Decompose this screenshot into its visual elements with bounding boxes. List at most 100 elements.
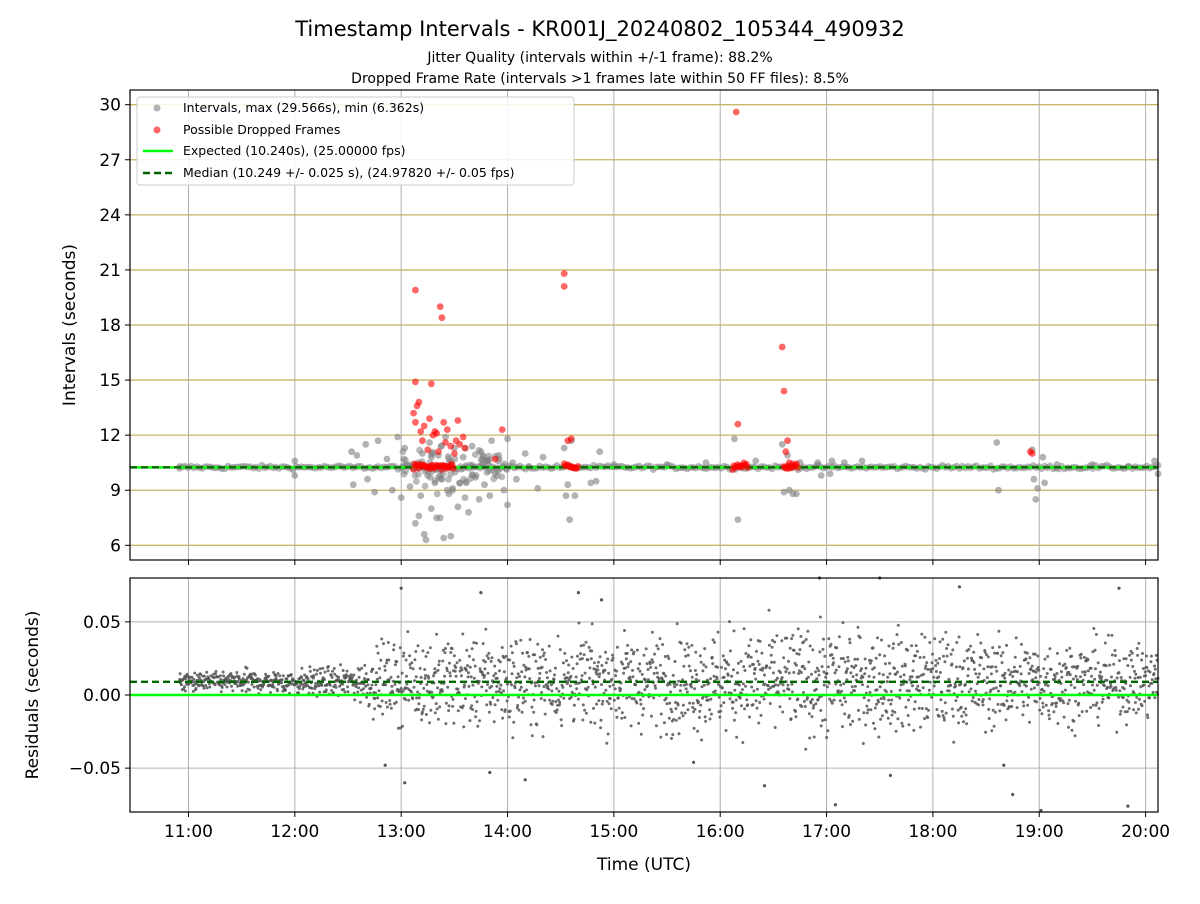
residual-point xyxy=(984,730,988,734)
residual-point xyxy=(889,690,893,693)
residual-point xyxy=(502,670,506,674)
residual-point xyxy=(461,632,465,636)
residual-point xyxy=(1060,690,1064,694)
residual-point xyxy=(1105,678,1109,682)
residual-point xyxy=(931,652,934,656)
dropped-frame-point xyxy=(778,343,786,351)
residual-point xyxy=(906,714,910,717)
residual-point xyxy=(685,642,689,646)
residual-point xyxy=(330,689,334,692)
residual-point xyxy=(861,675,865,679)
dropped-frame-point xyxy=(443,426,451,433)
residual-point xyxy=(278,674,282,678)
residual-point xyxy=(806,629,810,633)
residual-point xyxy=(632,650,636,654)
residual-point xyxy=(552,677,556,681)
residual-point xyxy=(1076,664,1080,668)
residual-point xyxy=(648,662,652,666)
residual-point xyxy=(235,671,239,674)
residual-point xyxy=(424,713,428,716)
residual-point xyxy=(207,677,211,680)
residual-point xyxy=(741,682,745,686)
residual-point xyxy=(895,633,899,637)
residual-point xyxy=(962,720,965,724)
residual-point xyxy=(944,630,948,634)
residual-point xyxy=(986,665,990,669)
residual-point xyxy=(943,660,947,664)
residual-point xyxy=(697,716,701,719)
interval-point xyxy=(427,505,435,512)
residual-point xyxy=(1097,724,1101,727)
residual-point xyxy=(598,672,602,676)
residual-point xyxy=(797,672,801,675)
interval-point xyxy=(1032,496,1040,503)
residual-point xyxy=(907,689,911,693)
residual-point xyxy=(1032,686,1036,690)
residual-point xyxy=(401,654,405,658)
residual-point xyxy=(868,690,872,694)
residual-point xyxy=(767,687,770,691)
residual-point xyxy=(1053,677,1057,681)
dropped-frame-point xyxy=(442,439,449,446)
residual-point xyxy=(808,644,812,648)
dropped-frame-point xyxy=(784,437,791,445)
residual-point xyxy=(360,666,364,670)
residual-point xyxy=(460,668,464,672)
residual-point xyxy=(716,682,720,686)
residual-point xyxy=(1128,653,1132,657)
residual-point xyxy=(995,669,999,673)
residual-point xyxy=(928,680,932,684)
residual-point xyxy=(589,657,593,661)
residual-point xyxy=(433,711,437,715)
residual-point xyxy=(436,668,440,672)
residual-point xyxy=(716,630,720,634)
residual-point xyxy=(665,702,669,706)
residual-point xyxy=(219,677,223,681)
residual-point xyxy=(742,627,746,631)
residual-point xyxy=(380,699,384,703)
residual-point xyxy=(668,682,672,686)
residual-point xyxy=(686,653,690,657)
residual-point xyxy=(1009,689,1013,693)
residual-point xyxy=(1070,728,1074,732)
residual-point xyxy=(867,698,871,702)
residual-point xyxy=(918,689,922,693)
residual-point xyxy=(527,654,531,658)
residual-point xyxy=(977,672,981,676)
residual-point xyxy=(450,647,454,651)
residual-point xyxy=(709,712,713,716)
residual-point xyxy=(1027,672,1031,675)
residual-point xyxy=(969,687,973,691)
residual-point xyxy=(540,665,544,669)
residual-point xyxy=(810,672,813,676)
residual-point xyxy=(1020,690,1024,694)
residual-point xyxy=(1136,653,1140,657)
residual-point xyxy=(579,644,583,648)
residual-point xyxy=(363,663,367,667)
residual-point xyxy=(331,691,335,695)
residual-point xyxy=(285,677,289,681)
residual-point xyxy=(823,718,827,722)
residual-point xyxy=(242,672,246,676)
dropped-frame-point xyxy=(410,409,417,417)
residual-point xyxy=(490,684,494,688)
residual-point xyxy=(1003,676,1007,680)
residual-point xyxy=(1147,684,1151,688)
residual-point xyxy=(788,646,792,650)
residual-point xyxy=(771,638,774,642)
residual-point xyxy=(1042,689,1046,693)
residual-point xyxy=(704,719,708,723)
residual-point xyxy=(966,667,970,671)
residual-point xyxy=(1037,668,1041,672)
residual-point xyxy=(820,665,824,669)
residual-point xyxy=(343,690,347,694)
residual-point xyxy=(597,675,601,679)
residual-point xyxy=(422,686,426,690)
x-tick-label: 15:00 xyxy=(589,822,638,842)
residual-point xyxy=(791,633,795,637)
residuals-series xyxy=(130,576,1160,813)
residual-point xyxy=(337,675,341,679)
residual-point xyxy=(472,641,476,645)
residual-point xyxy=(732,668,735,672)
residual-point xyxy=(606,732,610,736)
